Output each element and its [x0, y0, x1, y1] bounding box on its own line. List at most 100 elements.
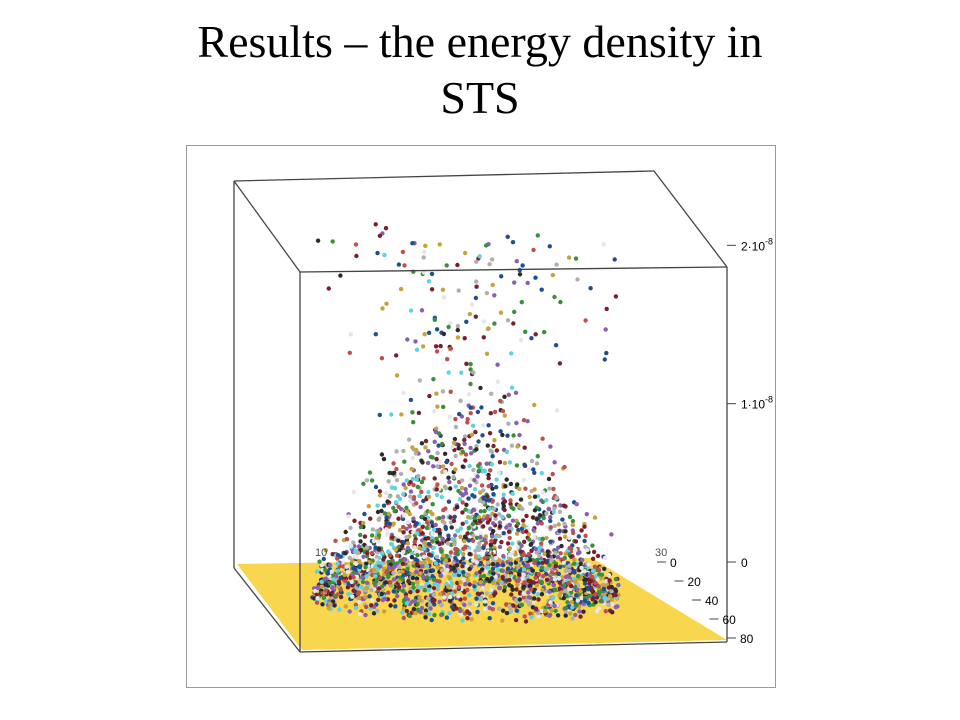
data-point: [464, 564, 470, 569]
data-point: [408, 397, 414, 403]
data-point: [446, 536, 451, 542]
data-point: [463, 507, 468, 512]
data-point: [532, 494, 538, 499]
data-point: [397, 496, 403, 502]
data-point: [398, 286, 404, 292]
data-point: [462, 437, 467, 443]
data-point: [509, 351, 514, 356]
data-point: [544, 511, 549, 516]
data-point: [483, 243, 489, 248]
data-point: [463, 535, 468, 540]
data-point: [411, 516, 416, 521]
data-point: [396, 585, 402, 590]
data-point: [527, 494, 532, 500]
data-point: [376, 528, 382, 534]
data-point: [597, 572, 602, 577]
data-point: [382, 252, 387, 258]
data-point: [528, 501, 533, 506]
data-point: [344, 564, 349, 569]
data-point: [427, 393, 432, 399]
data-point: [412, 539, 417, 544]
data-point: [507, 460, 513, 465]
chart-frame: 0 1·10-8 2·10-8 0 20 40 60 80 10 20 30: [186, 145, 776, 688]
data-point: [532, 560, 537, 566]
data-point: [510, 541, 515, 546]
data-point: [386, 479, 391, 484]
data-point: [454, 606, 459, 611]
data-point: [533, 332, 538, 337]
data-point: [567, 563, 572, 568]
data-point: [548, 539, 553, 544]
data-point: [509, 443, 515, 448]
data-point: [517, 569, 522, 574]
data-point: [454, 563, 460, 568]
data-point: [609, 532, 614, 537]
data-point: [364, 561, 369, 566]
data-point: [358, 524, 364, 530]
data-point: [559, 590, 564, 595]
data-point: [466, 572, 471, 578]
data-point: [500, 432, 505, 438]
data-point: [497, 520, 502, 525]
data-point: [381, 456, 387, 462]
data-point: [552, 506, 557, 511]
data-point: [471, 533, 476, 538]
data-point: [400, 561, 405, 566]
data-point: [613, 604, 619, 610]
data-point: [401, 513, 407, 518]
data-point: [533, 546, 538, 552]
data-point: [401, 524, 406, 530]
data-point: [408, 494, 413, 499]
data-point: [435, 587, 440, 592]
data-point: [467, 483, 473, 488]
data-point: [397, 528, 403, 533]
data-point: [405, 566, 410, 572]
data-point: [557, 586, 562, 592]
data-point: [602, 595, 607, 601]
data-point: [398, 558, 403, 563]
data-point: [507, 535, 512, 541]
data-point: [481, 319, 487, 324]
data-point: [512, 309, 517, 315]
data-point: [509, 385, 515, 390]
data-point: [421, 546, 427, 551]
data-point: [388, 603, 393, 608]
data-point: [338, 273, 343, 278]
data-point: [498, 398, 503, 404]
data-point: [448, 346, 454, 351]
data-point: [507, 604, 512, 609]
data-point: [364, 574, 369, 579]
data-point: [440, 389, 446, 394]
data-point: [481, 573, 487, 579]
data-point: [488, 594, 493, 599]
data-point: [400, 549, 406, 555]
data-point: [363, 594, 368, 600]
data-point: [609, 589, 614, 594]
data-point: [402, 598, 407, 603]
data-point: [501, 562, 506, 568]
data-point: [422, 332, 427, 337]
data-point: [455, 505, 460, 510]
slide-title-line-2: STS: [440, 72, 520, 123]
data-point: [579, 528, 584, 533]
data-point: [555, 545, 561, 550]
data-point: [379, 560, 385, 566]
data-point: [579, 565, 584, 570]
data-point: [462, 596, 467, 601]
x-tick-label: 30: [655, 547, 667, 559]
data-point: [475, 474, 480, 479]
data-point: [321, 595, 327, 601]
data-point: [441, 331, 447, 337]
data-point: [517, 272, 523, 277]
data-point: [417, 493, 422, 499]
data-point: [401, 492, 406, 497]
data-point: [536, 597, 541, 602]
data-point: [382, 511, 388, 516]
data-point: [539, 287, 544, 292]
data-point: [506, 421, 511, 426]
data-point: [573, 539, 579, 544]
data-point: [472, 516, 477, 521]
data-point: [394, 449, 399, 454]
data-point: [414, 576, 420, 581]
data-point: [494, 485, 499, 490]
